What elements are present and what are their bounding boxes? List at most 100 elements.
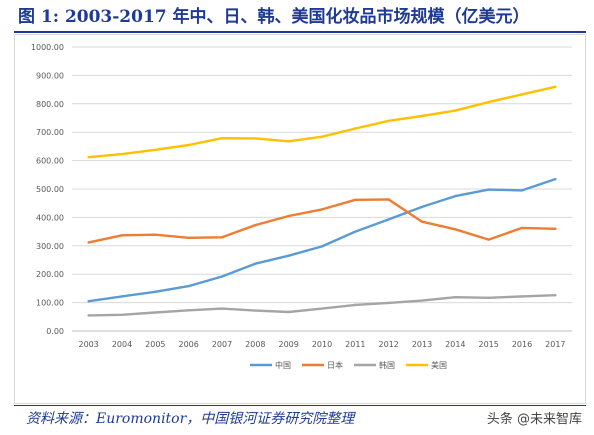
data-point bbox=[487, 296, 490, 299]
data-point bbox=[554, 85, 557, 88]
data-point bbox=[187, 143, 190, 147]
y-tick-label: 200.00 bbox=[36, 270, 64, 279]
watermark: 头条 @未来智库 bbox=[487, 410, 582, 430]
data-point bbox=[520, 295, 524, 298]
x-tick-label: 2013 bbox=[412, 340, 432, 349]
data-point bbox=[187, 284, 190, 288]
data-point bbox=[154, 233, 157, 236]
data-point bbox=[120, 313, 124, 317]
data-point bbox=[354, 303, 357, 307]
data-point bbox=[87, 299, 90, 303]
data-point bbox=[287, 254, 290, 257]
data-point bbox=[120, 295, 124, 298]
data-point bbox=[354, 198, 357, 201]
data-point bbox=[254, 309, 257, 312]
y-tick-label: 500.00 bbox=[36, 185, 64, 194]
x-tick-label: 2011 bbox=[345, 340, 365, 349]
data-point bbox=[220, 275, 224, 278]
data-point bbox=[487, 100, 490, 104]
series-line-中国 bbox=[87, 177, 557, 303]
data-point bbox=[420, 114, 424, 118]
data-point bbox=[320, 208, 324, 211]
legend-label: 日本 bbox=[327, 360, 343, 370]
data-point bbox=[154, 290, 157, 294]
x-tick-label: 2017 bbox=[545, 340, 565, 349]
data-point bbox=[387, 301, 390, 305]
y-tick-label: 600.00 bbox=[36, 157, 64, 166]
data-point bbox=[354, 230, 357, 233]
data-point bbox=[454, 296, 457, 299]
chart-frame bbox=[14, 34, 586, 404]
data-point bbox=[420, 299, 424, 302]
y-tick-label: 300.00 bbox=[36, 242, 64, 251]
series-line-美国 bbox=[87, 85, 557, 159]
data-point bbox=[454, 194, 457, 198]
series-line-韩国 bbox=[87, 294, 557, 317]
data-point bbox=[454, 109, 457, 112]
x-tick-label: 2003 bbox=[78, 340, 98, 349]
legend-label: 美国 bbox=[431, 360, 447, 370]
data-point bbox=[487, 188, 490, 191]
data-point bbox=[520, 93, 524, 96]
data-point bbox=[254, 262, 257, 265]
data-point bbox=[420, 205, 424, 209]
x-tick-label: 2010 bbox=[312, 340, 332, 349]
watermark-text: 头条 @未来智库 bbox=[486, 412, 582, 427]
x-tick-label: 2004 bbox=[112, 340, 132, 349]
series-line-日本 bbox=[87, 198, 557, 244]
data-point bbox=[554, 177, 557, 181]
data-point bbox=[320, 135, 324, 138]
x-tick-label: 2008 bbox=[245, 340, 265, 349]
x-tick-label: 2005 bbox=[145, 340, 165, 349]
x-tick-label: 2009 bbox=[278, 340, 298, 349]
title-rule bbox=[14, 31, 586, 33]
data-point bbox=[120, 234, 124, 237]
data-point bbox=[420, 220, 424, 223]
figure-title: 图 1: 2003-2017 年中、日、韩、美国化妆品市场规模（亿美元） bbox=[14, 4, 586, 31]
y-tick-label: 100.00 bbox=[36, 299, 64, 308]
data-point bbox=[554, 294, 557, 297]
y-tick-label: 0.00 bbox=[46, 327, 64, 336]
data-point bbox=[387, 218, 390, 221]
data-point bbox=[187, 309, 190, 312]
y-tick-label: 800.00 bbox=[36, 100, 64, 109]
data-point bbox=[387, 119, 390, 123]
data-point bbox=[254, 137, 257, 140]
data-point bbox=[287, 214, 290, 218]
y-tick-label: 400.00 bbox=[36, 213, 64, 222]
data-point bbox=[187, 236, 190, 240]
data-point bbox=[154, 311, 157, 314]
footer-rule bbox=[14, 405, 586, 406]
data-point bbox=[320, 245, 324, 248]
y-tick-label: 900.00 bbox=[36, 71, 64, 80]
legend-label: 韩国 bbox=[379, 360, 395, 370]
x-tick-label: 2006 bbox=[178, 340, 198, 349]
data-point bbox=[520, 226, 524, 230]
data-point bbox=[254, 223, 257, 227]
data-point bbox=[287, 140, 290, 143]
x-tick-label: 2015 bbox=[478, 340, 498, 349]
data-point bbox=[287, 310, 290, 314]
x-tick-label: 2012 bbox=[378, 340, 398, 349]
x-tick-label: 2016 bbox=[512, 340, 532, 349]
line-chart: 0.00 100.00 200.00 300.00 400.00 500.00 600.00… bbox=[31, 43, 572, 370]
data-point bbox=[154, 148, 157, 152]
legend-label: 中国 bbox=[275, 360, 291, 370]
data-point bbox=[220, 307, 224, 310]
data-point bbox=[320, 307, 324, 310]
data-point bbox=[87, 241, 90, 244]
data-point bbox=[387, 198, 390, 201]
data-point bbox=[487, 238, 490, 241]
x-tick-label: 2014 bbox=[445, 340, 465, 349]
data-point bbox=[220, 136, 224, 140]
source-note: 资料来源：Euromonitor，中国银河证券研究院整理 bbox=[26, 411, 355, 427]
data-point bbox=[87, 314, 90, 317]
data-point bbox=[454, 228, 457, 231]
x-tick-label: 2007 bbox=[212, 340, 232, 349]
data-point bbox=[220, 236, 224, 239]
data-point bbox=[520, 189, 524, 192]
y-tick-label: 1000.00 bbox=[31, 43, 64, 52]
y-tick-label: 700.00 bbox=[36, 128, 64, 137]
data-point bbox=[120, 152, 124, 156]
data-point bbox=[87, 155, 90, 159]
